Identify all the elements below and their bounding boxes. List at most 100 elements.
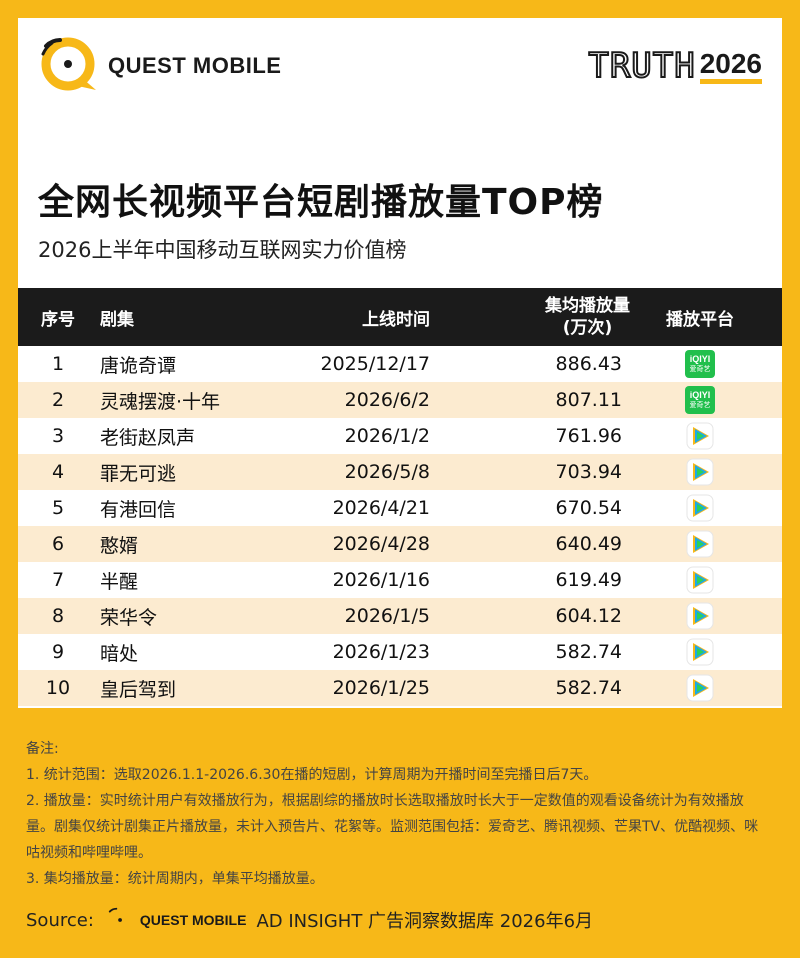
avg-views-cell: 670.54: [555, 497, 622, 519]
iqiyi-icon-text: iQIYI: [689, 354, 711, 364]
iqiyi-icon-subtext: 爱奇艺: [689, 401, 711, 409]
platform-cell: [678, 602, 722, 630]
drama-name-cell: 灵魂摆渡·十年: [100, 390, 221, 413]
source-label: Source:: [26, 909, 94, 931]
col-views-header-line1: 集均播放量: [545, 296, 630, 316]
source-logo-text: QUEST MOBILE: [139, 912, 247, 928]
source-line: Source: QUEST MOBILE AD INSIGHT 广告洞察数据库 …: [26, 906, 593, 934]
table-row: 10 皇后驾到 2026/1/25 582.74: [18, 670, 782, 706]
truth-2026-badge: TRUTH 2026: [587, 46, 762, 86]
col-date-header: 上线时间: [362, 309, 430, 330]
release-date-cell: 2026/1/25: [332, 677, 430, 699]
rank-cell: 6: [51, 533, 65, 555]
table-header: 序号 剧集 上线时间 集均播放量 (万次) 播放平台: [18, 288, 782, 346]
rank-cell: 3: [51, 425, 65, 447]
truth-word: TRUTH: [587, 46, 696, 86]
tencent-video-icon: [686, 494, 714, 522]
table-row: 8 荣华令 2026/1/5 604.12: [18, 598, 782, 634]
table-row: 3 老街赵凤声 2026/1/2 761.96: [18, 418, 782, 454]
drama-name-cell: 皇后驾到: [100, 678, 177, 701]
platform-cell: [678, 422, 722, 450]
col-views-header-line2: (万次): [562, 318, 613, 338]
avg-views-cell: 761.96: [555, 425, 622, 447]
drama-name-cell: 有港回信: [100, 498, 177, 521]
col-platform-header: 播放平台: [666, 309, 734, 330]
iqiyi-icon-subtext: 爱奇艺: [689, 365, 711, 373]
release-date-cell: 2026/4/28: [332, 533, 430, 555]
col-views-header: 集均播放量 (万次): [545, 295, 630, 339]
tencent-video-icon: [686, 602, 714, 630]
avg-views-cell: 807.11: [555, 389, 622, 411]
avg-views-cell: 604.12: [555, 605, 622, 627]
truth-year: 2026: [699, 49, 762, 84]
tencent-video-icon: [686, 566, 714, 594]
iqiyi-icon: iQIYI 爱奇艺: [685, 350, 715, 378]
rank-cell: 10: [45, 677, 71, 699]
release-date-cell: 2025/12/17: [320, 353, 430, 375]
iqiyi-icon: iQIYI 爱奇艺: [685, 386, 715, 414]
platform-cell: [678, 458, 722, 486]
release-date-cell: 2026/4/21: [332, 497, 430, 519]
platform-cell: [678, 530, 722, 558]
avg-views-cell: 582.74: [555, 677, 622, 699]
platform-cell: [678, 674, 722, 702]
col-name-header: 剧集: [100, 309, 134, 330]
note-line-1: 1. 统计范围：选取2026.1.1-2026.6.30在播的短剧，计算周期为开…: [26, 767, 598, 783]
col-rank-header: 序号: [41, 309, 75, 330]
rank-cell: 7: [51, 569, 65, 591]
quest-mobile-logo: QUEST MOBILE: [38, 36, 281, 92]
release-date-cell: 2026/1/23: [332, 641, 430, 663]
page-title: 全网长视频平台短剧播放量TOP榜: [38, 182, 604, 223]
table-row: 4 罪无可逃 2026/5/8 703.94: [18, 454, 782, 490]
ranking-card: QUEST MOBILE TRUTH 2026 全网长视频平台短剧播放量TOP榜…: [18, 18, 782, 708]
platform-cell: iQIYI 爱奇艺: [678, 386, 722, 414]
rank-cell: 4: [51, 461, 65, 483]
avg-views-cell: 886.43: [555, 353, 622, 375]
release-date-cell: 2026/1/5: [344, 605, 430, 627]
ranking-table: 序号 剧集 上线时间 集均播放量 (万次) 播放平台 1 唐诡奇谭 2025/12/…: [18, 288, 782, 706]
source-logo: QUEST MOBILE: [106, 906, 257, 934]
tencent-video-icon: [686, 530, 714, 558]
table-row: 1 唐诡奇谭 2025/12/17 886.43 iQIYI 爱奇艺: [18, 346, 782, 382]
tencent-video-icon: [686, 422, 714, 450]
rank-cell: 2: [51, 389, 65, 411]
drama-name-cell: 半醒: [100, 570, 139, 593]
page-subtitle: 2026上半年中国移动互联网实力价值榜: [38, 238, 407, 262]
iqiyi-icon-text: iQIYI: [689, 390, 711, 400]
table-row: 5 有港回信 2026/4/21 670.54: [18, 490, 782, 526]
drama-name-cell: 罪无可逃: [100, 462, 177, 485]
tencent-video-icon: [686, 674, 714, 702]
table-row: 2 灵魂摆渡·十年 2026/6/2 807.11 iQIYI 爱奇艺: [18, 382, 782, 418]
tencent-video-icon: [686, 638, 714, 666]
table-row: 7 半醒 2026/1/16 619.49: [18, 562, 782, 598]
platform-cell: [678, 638, 722, 666]
release-date-cell: 2026/6/2: [344, 389, 430, 411]
drama-name-cell: 憨婿: [100, 534, 139, 557]
avg-views-cell: 619.49: [555, 569, 622, 591]
release-date-cell: 2026/1/16: [332, 569, 430, 591]
drama-name-cell: 唐诡奇谭: [100, 354, 177, 377]
source-text: AD INSIGHT 广告洞察数据库 2026年6月: [256, 911, 594, 932]
avg-views-cell: 640.49: [555, 533, 622, 555]
rank-cell: 1: [51, 353, 65, 375]
note-line-2: 2. 播放量：实时统计用户有效播放行为，根据剧综的播放时长选取播放时长大于一定数…: [26, 793, 759, 861]
rank-cell: 9: [51, 641, 65, 663]
platform-cell: iQIYI 爱奇艺: [678, 350, 722, 378]
rank-cell: 5: [51, 497, 65, 519]
logo-text: QUEST MOBILE: [108, 53, 282, 78]
avg-views-cell: 703.94: [555, 461, 622, 483]
quest-mobile-logo-icon: [38, 36, 102, 92]
table-body: 1 唐诡奇谭 2025/12/17 886.43 iQIYI 爱奇艺 2 灵魂摆渡·十年 202…: [18, 346, 782, 706]
notes-section: 备注: 1. 统计范围：选取2026.1.1-2026.6.30在播的短剧，计算…: [26, 736, 766, 892]
tencent-video-icon: [686, 458, 714, 486]
source-logo-icon: [107, 907, 134, 933]
table-row: 6 憨婿 2026/4/28 640.49: [18, 526, 782, 562]
table-row: 9 暗处 2026/1/23 582.74: [18, 634, 782, 670]
notes-heading: 备注:: [26, 741, 59, 757]
avg-views-cell: 582.74: [555, 641, 622, 663]
rank-cell: 8: [51, 605, 65, 627]
drama-name-cell: 老街赵凤声: [100, 426, 196, 449]
drama-name-cell: 荣华令: [100, 606, 158, 629]
note-line-3: 3. 集均播放量：统计周期内，单集平均播放量。: [26, 871, 324, 887]
release-date-cell: 2026/1/2: [344, 425, 430, 447]
